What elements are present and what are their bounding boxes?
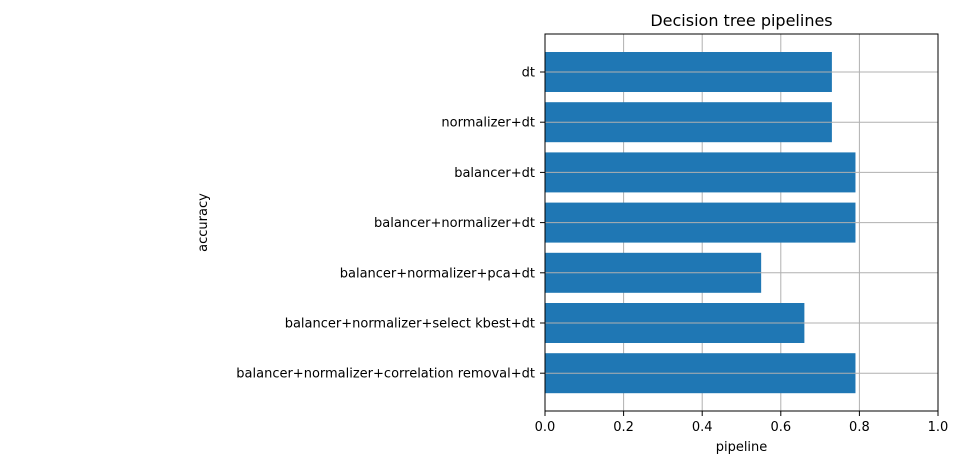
x-tick-label: 0.0 [535, 420, 556, 435]
bars [545, 52, 938, 394]
y-tick-labels: dt normalizer+dt balancer+dt balancer+norma… [236, 66, 545, 382]
y-tick-label: balancer+normalizer+dt [374, 216, 535, 231]
x-tick-label: 0.6 [770, 420, 791, 435]
y-tick-label: balancer+dt [454, 166, 535, 181]
y-tick-label: balancer+normalizer+pca+dt [340, 266, 535, 281]
y-tick-label: balancer+normalizer+select kbest+dt [285, 317, 535, 332]
y-tick-label: balancer+normalizer+correlation removal+… [236, 367, 535, 382]
x-tick-label: 0.8 [849, 420, 870, 435]
x-tick-labels: 0.0 0.2 0.4 0.6 0.8 1.0 [535, 411, 949, 435]
chart-title: Decision tree pipelines [650, 11, 832, 30]
y-axis-label: accuracy [196, 193, 211, 252]
x-axis-label: pipeline [716, 440, 768, 455]
y-tick-label: dt [522, 66, 535, 81]
y-tick-label: normalizer+dt [441, 116, 535, 131]
x-tick-label: 0.2 [613, 420, 634, 435]
x-tick-label: 1.0 [928, 420, 949, 435]
x-tick-label: 0.4 [692, 420, 713, 435]
